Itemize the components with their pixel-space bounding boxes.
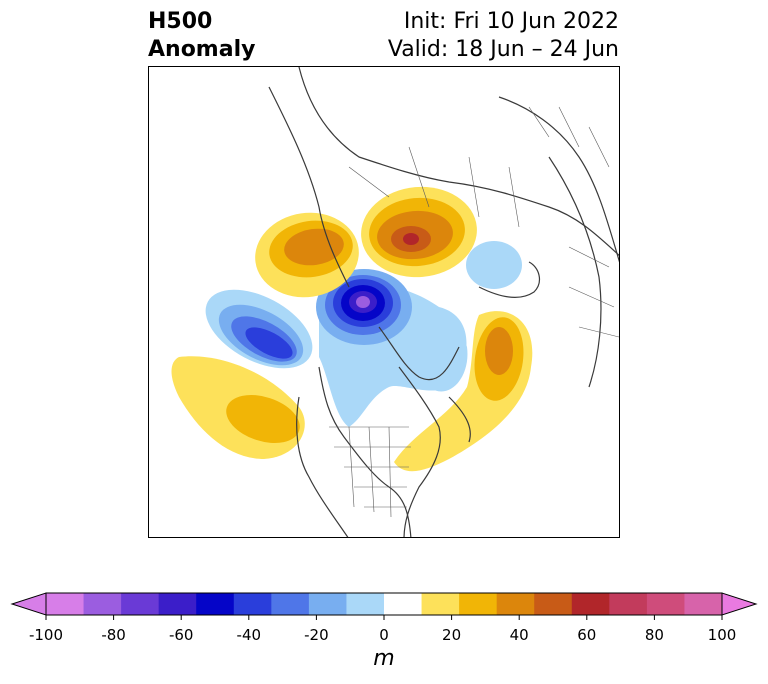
colorbar-tick-label: 40 (509, 626, 529, 644)
colorbar-segment (196, 593, 235, 615)
colorbar-tick-label: -20 (304, 626, 329, 644)
colorbar-segment (308, 593, 347, 615)
colorbar-tick-label: 60 (577, 626, 597, 644)
colorbar-extend-low (10, 592, 47, 616)
colorbar-segment (646, 593, 685, 615)
country-borders (329, 106, 619, 518)
anomaly-negative-europe (466, 241, 522, 289)
colorbar-segment (158, 593, 197, 615)
colorbar-segment (459, 593, 498, 615)
date-info: Init: Fri 10 Jun 2022 Valid: 18 Jun – 24… (388, 8, 619, 64)
colorbar-tick-label: 20 (442, 626, 462, 644)
valid-range: Valid: 18 Jun – 24 Jun (387, 37, 619, 62)
colorbar-tick-label: -100 (28, 626, 64, 644)
chart-title: H500 Anomaly (148, 8, 255, 64)
anomaly-negative-gulf-of-alaska (205, 289, 313, 369)
colorbar-tick-label: 100 (707, 626, 737, 644)
anomaly-positive-east-siberia (255, 212, 359, 298)
colorbar-segment (46, 593, 85, 615)
colorbar-unit: m (373, 646, 395, 671)
anomaly-positive-central-siberia (361, 186, 477, 278)
anomaly-positive-north-pacific (171, 356, 305, 459)
colorbar-segment (346, 593, 385, 615)
title-variable: H500 (148, 9, 213, 34)
colorbar-tick-label: -80 (101, 626, 126, 644)
colorbar-segment (421, 593, 460, 615)
colorbar-tick-label: 80 (644, 626, 664, 644)
colorbar-segment (496, 593, 535, 615)
colorbar-tick-label: 0 (379, 626, 389, 644)
colorbar-segment (384, 593, 423, 615)
anomaly-negative-north-pole (316, 269, 412, 345)
title-type: Anomaly (148, 37, 256, 62)
colorbar-segment (571, 593, 610, 615)
colorbar-segment (534, 593, 573, 615)
colorbar-tick-label: -40 (236, 626, 262, 644)
coastlines (268, 67, 619, 537)
colorbar-segment (83, 593, 122, 615)
map-canvas (171, 67, 619, 537)
colorbar (10, 592, 758, 620)
anomaly-map (148, 66, 620, 538)
anomaly-positive-north-atlantic (394, 311, 533, 472)
colorbar-segment (271, 593, 310, 615)
colorbar-extend-high (721, 592, 758, 616)
colorbar-tick-label: -60 (168, 626, 194, 644)
colorbar-segment (609, 593, 648, 615)
colorbar-segment (233, 593, 272, 615)
init-date: Init: Fri 10 Jun 2022 (403, 9, 619, 34)
colorbar-segment (684, 593, 723, 615)
colorbar-segment (121, 593, 160, 615)
